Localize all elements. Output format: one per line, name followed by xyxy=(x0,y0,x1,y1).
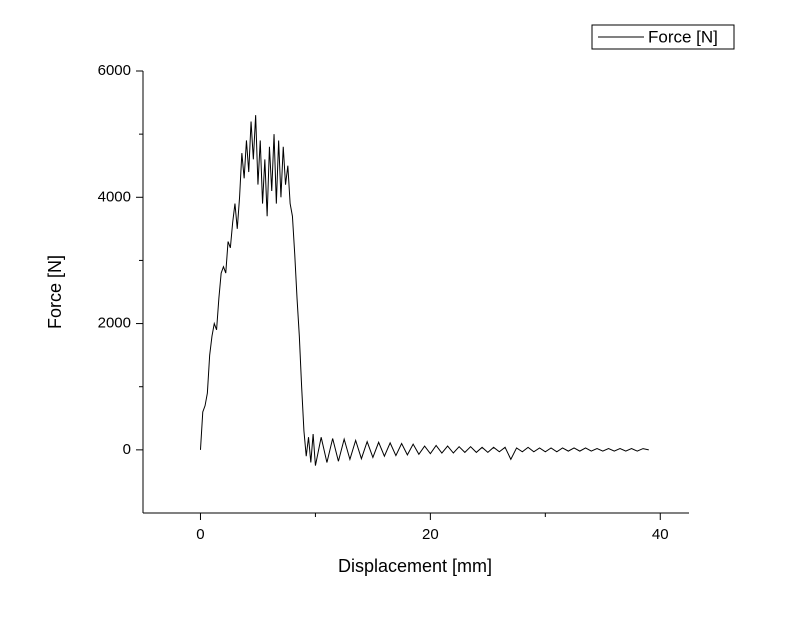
x-tick-label: 20 xyxy=(422,526,439,543)
x-tick-label: 40 xyxy=(652,526,669,543)
legend-label: Force [N] xyxy=(648,27,718,46)
x-tick-label: 0 xyxy=(196,526,204,543)
x-axis-title: Displacement [mm] xyxy=(338,556,492,576)
y-tick-label: 4000 xyxy=(98,188,131,205)
legend: Force [N] xyxy=(591,24,735,50)
y-tick-label: 2000 xyxy=(98,315,131,332)
y-tick-label: 0 xyxy=(123,441,131,458)
y-tick-label: 6000 xyxy=(98,62,131,79)
data-line xyxy=(199,115,649,466)
y-axis-title: Force [N] xyxy=(45,255,65,329)
